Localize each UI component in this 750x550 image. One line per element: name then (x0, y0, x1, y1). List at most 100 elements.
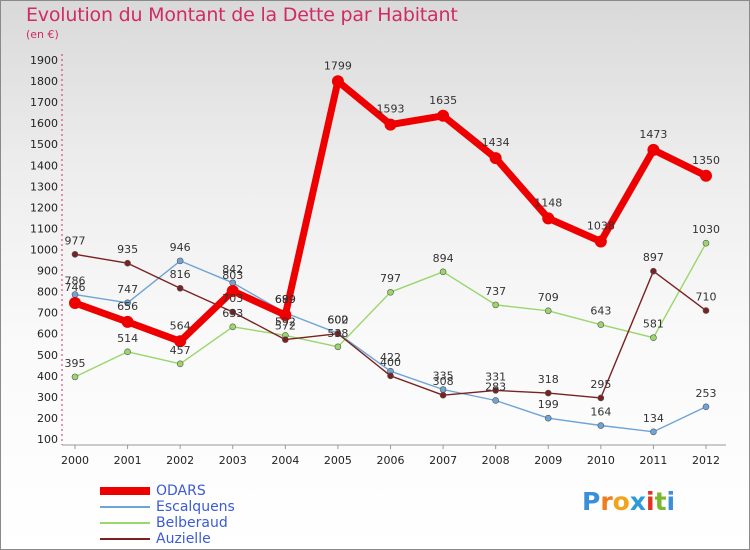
data-point-belberaud (71, 373, 79, 381)
data-label-auzielle: 308 (433, 375, 454, 388)
data-label-escalquens: 946 (170, 241, 191, 254)
data-label-escalquens: 602 (327, 313, 348, 326)
proxiti-logo: Proxiti (582, 487, 675, 516)
y-tick-label: 500 (37, 349, 58, 362)
axes: 100 200 300 400 500 600 700 800 900 1000 1100 1200 1… (30, 54, 726, 467)
data-point-auzielle (544, 389, 552, 397)
data-point-auzielle (229, 308, 237, 316)
data-point-auzielle (124, 259, 131, 267)
data-label-auzielle: 816 (170, 268, 191, 281)
data-label-auzielle: 600 (327, 314, 348, 327)
data-point-odars (226, 284, 239, 297)
data-label-odars: 803 (222, 269, 243, 282)
data-point-auzielle (176, 284, 184, 292)
data-label-escalquens: 747 (117, 283, 138, 296)
y-tick-label: 1000 (30, 244, 58, 257)
data-label-odars: 1473 (639, 128, 667, 141)
data-label-odars: 689 (275, 293, 296, 306)
data-point-escalquens (650, 428, 657, 436)
data-label-escalquens: 134 (643, 412, 664, 425)
y-tick-label: 1300 (30, 180, 58, 193)
y-tick-label: 1900 (30, 54, 58, 67)
legend: ODARS Escalquens Belberaud Auzielle (100, 483, 320, 547)
data-label-odars: 1350 (692, 154, 720, 167)
data-label-auzielle: 400 (380, 356, 401, 369)
data-label-escalquens: 199 (538, 398, 559, 411)
data-point-odars (279, 308, 292, 321)
data-label-escalquens: 335 (433, 370, 454, 383)
data-label-odars: 746 (65, 281, 86, 294)
x-tick-label: 2012 (692, 454, 720, 467)
x-tick-label: 2011 (639, 454, 667, 467)
x-tick-label: 2007 (429, 454, 457, 467)
data-label-odars: 656 (117, 300, 138, 313)
data-point-odars (542, 212, 555, 225)
x-tick-label: 2005 (324, 454, 352, 467)
data-point-escalquens (124, 299, 131, 307)
data-label-auzielle: 897 (643, 251, 664, 264)
data-point-auzielle (71, 251, 79, 258)
y-tick-label: 600 (37, 328, 58, 341)
data-point-odars (437, 109, 450, 122)
data-point-escalquens (597, 422, 605, 429)
data-label-belberaud: 592 (275, 315, 296, 328)
data-labels-layer: 746 656 564 803 689 1799 1593 1635 1434 1148 1038 1… (65, 59, 721, 425)
x-tick-label: 2001 (114, 454, 142, 467)
y-tick-label: 1500 (30, 138, 58, 151)
data-point-odars (489, 152, 502, 165)
legend-label: Belberaud (156, 515, 228, 531)
logo-letter: i (666, 487, 676, 516)
data-label-auzielle: 710 (696, 291, 717, 304)
data-label-auzielle: 703 (222, 292, 243, 305)
chart-title: Evolution du Montant de la Dette par Hab… (26, 4, 458, 26)
data-label-auzielle: 318 (538, 373, 559, 386)
data-point-escalquens (702, 403, 710, 411)
data-point-auzielle (492, 387, 499, 394)
logo-letter: t (654, 487, 667, 516)
data-point-odars (594, 235, 607, 248)
data-point-belberaud (334, 343, 342, 351)
y-tick-label: 900 (37, 265, 58, 278)
legend-item-escalquens: Escalquens (100, 499, 320, 515)
data-label-belberaud: 538 (327, 327, 348, 340)
logo-letter: i (646, 487, 655, 516)
data-point-escalquens (176, 257, 184, 265)
data-label-odars: 1635 (429, 94, 457, 107)
data-point-belberaud (597, 321, 605, 328)
data-label-auzielle: 977 (65, 234, 86, 247)
legend-swatch (100, 522, 150, 524)
data-label-belberaud: 581 (643, 318, 664, 331)
data-label-belberaud: 514 (117, 332, 138, 345)
data-point-odars (69, 296, 81, 309)
data-point-odars (121, 315, 134, 328)
data-point-belberaud (492, 301, 499, 309)
y-tick-label: 200 (37, 412, 58, 425)
data-point-auzielle (387, 372, 394, 380)
data-label-belberaud: 457 (170, 344, 191, 357)
data-label-odars: 1593 (377, 103, 405, 116)
data-point-escalquens (544, 414, 552, 422)
data-point-belberaud (229, 323, 237, 331)
y-tick-label: 1400 (30, 159, 58, 172)
data-label-auzielle: 572 (275, 320, 296, 333)
data-label-odars: 1434 (482, 136, 510, 149)
data-point-odars (384, 118, 397, 131)
data-label-odars: 1799 (324, 59, 352, 72)
logo-letter: o (612, 487, 630, 516)
data-point-auzielle (439, 391, 447, 399)
data-point-odars (331, 75, 344, 88)
data-point-belberaud (650, 334, 657, 342)
data-label-belberaud: 894 (433, 252, 454, 265)
data-label-belberaud: 797 (380, 272, 401, 285)
y-tick-label: 1800 (30, 75, 58, 88)
data-label-escalquens: 283 (485, 380, 506, 393)
data-label-odars: 1148 (534, 196, 562, 209)
legend-label: ODARS (156, 483, 206, 499)
y-tick-label: 800 (37, 286, 58, 299)
data-label-auzielle: 935 (117, 243, 138, 256)
data-label-escalquens: 164 (590, 406, 611, 419)
x-tick-label: 2004 (271, 454, 299, 467)
x-tick-label: 2006 (377, 454, 405, 467)
